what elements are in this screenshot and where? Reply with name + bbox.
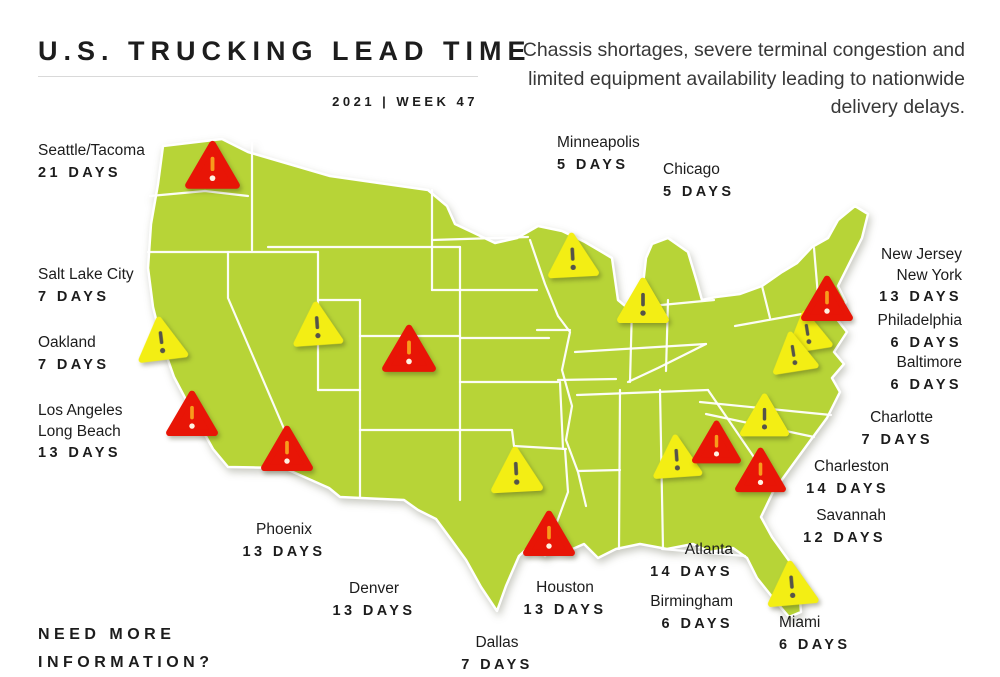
lead-time-days: 13 DAYS: [38, 445, 121, 461]
warning-icon-minneapolis: [544, 229, 599, 279]
warning-icon-salt-lake-city: [289, 297, 344, 347]
warning-icon-oakland: [132, 311, 189, 364]
city-label-new-jersey-new-york: New Jersey New York 13 DAYS: [879, 245, 962, 308]
city-name: Miami: [779, 614, 821, 631]
city-name: Birmingham: [650, 593, 733, 610]
lead-time-days: 7 DAYS: [861, 431, 933, 448]
city-label-atlanta: Atlanta 14 DAYS: [650, 540, 733, 582]
lead-time-days: 7 DAYS: [38, 356, 110, 373]
city-name: Charlotte: [870, 409, 933, 426]
warning-icon-baltimore: [766, 326, 820, 376]
city-label-denver: Denver 13 DAYS: [333, 579, 416, 621]
city-label-houston: Houston 13 DAYS: [524, 578, 607, 620]
warning-icon-los-angeles-long-beach: [165, 388, 219, 437]
city-name: Baltimore: [896, 354, 962, 371]
city-name: Minneapolis: [557, 134, 640, 151]
city-name: New York: [896, 266, 962, 284]
city-label-philadelphia: Philadelphia 6 DAYS: [878, 311, 962, 353]
city-name: Seattle/Tacoma: [38, 142, 145, 159]
city-label-los-angeles-long-beach: Los Angeles Long Beach 13 DAYS: [38, 401, 122, 464]
lead-time-days: 5 DAYS: [557, 156, 629, 173]
warning-icon-miami: [763, 556, 820, 608]
city-name: Oakland: [38, 334, 96, 351]
lead-time-days: 21 DAYS: [38, 164, 121, 181]
city-label-phoenix: Phoenix 13 DAYS: [243, 520, 326, 562]
warning-icon-houston: [522, 508, 576, 557]
city-name: Charleston: [814, 458, 889, 475]
city-name: Savannah: [816, 507, 886, 524]
city-name: Houston: [536, 579, 594, 596]
city-label-charlotte: Charlotte 7 DAYS: [862, 408, 933, 450]
cta-line-2: INFORMATION?: [38, 654, 214, 671]
lead-time-days: 13 DAYS: [523, 601, 607, 618]
lead-time-days: 6 DAYS: [661, 615, 733, 632]
title-divider: [38, 76, 478, 77]
city-label-dallas: Dallas 7 DAYS: [461, 633, 532, 675]
city-name: Atlanta: [684, 541, 733, 558]
warning-icon-charleston: [734, 445, 787, 493]
warning-icon-chicago: [616, 275, 670, 324]
city-label-salt-lake-city: Salt Lake City 7 DAYS: [38, 265, 134, 307]
page-title: U.S. TRUCKING LEAD TIME: [38, 36, 532, 66]
lead-time-days: 12 DAYS: [803, 529, 886, 546]
warning-icon-birmingham: [649, 430, 703, 479]
city-label-baltimore: Baltimore 6 DAYS: [891, 353, 962, 395]
warning-icon-denver: [381, 322, 437, 372]
city-name: Philadelphia: [877, 312, 962, 329]
city-label-minneapolis: Minneapolis 5 DAYS: [557, 133, 640, 175]
lead-time-days: 6 DAYS: [779, 636, 851, 653]
city-name: Los Angeles: [38, 402, 123, 419]
lead-time-days: 14 DAYS: [806, 480, 889, 497]
lead-time-days: 13 DAYS: [879, 289, 962, 305]
city-name: Dallas: [475, 634, 519, 651]
city-name: New Jersey: [881, 246, 962, 263]
headline-description: Chassis shortages, severe terminal conge…: [522, 39, 965, 118]
city-name: Phoenix: [255, 521, 313, 538]
city-label-seattle-tacoma: Seattle/Tacoma 21 DAYS: [38, 141, 145, 183]
lead-time-days: 5 DAYS: [663, 183, 735, 200]
city-name: Denver: [349, 580, 399, 597]
city-label-savannah: Savannah 12 DAYS: [803, 506, 886, 548]
lead-time-days: 6 DAYS: [890, 334, 962, 351]
city-label-birmingham: Birmingham 6 DAYS: [650, 592, 733, 634]
lead-time-days: 14 DAYS: [650, 563, 733, 580]
lead-time-days: 7 DAYS: [38, 288, 110, 305]
warning-icon-dallas: [488, 442, 544, 493]
lead-time-days: 6 DAYS: [890, 376, 962, 393]
cta-line-1: NEED MORE: [38, 626, 176, 643]
warning-icon-philadelphia: [780, 305, 834, 355]
period-label: 2021 | WEEK 47: [332, 94, 478, 109]
lead-time-days: 13 DAYS: [332, 602, 416, 619]
lead-time-days: 13 DAYS: [242, 543, 326, 560]
warning-icon-atlanta: [691, 418, 742, 464]
warning-icon-new-jersey-new-york: [800, 273, 854, 322]
city-label-charleston: Charleston 14 DAYS: [806, 457, 889, 499]
city-name: Long Beach: [38, 422, 121, 440]
warning-icon-seattle-tacoma: [184, 138, 241, 190]
lead-time-days: 7 DAYS: [461, 656, 533, 673]
warning-icon-charlotte: [739, 391, 790, 437]
cta-need-more-information: NEED MORE INFORMATION?: [38, 621, 213, 677]
city-name: Salt Lake City: [38, 266, 134, 283]
warning-icon-phoenix: [260, 423, 314, 472]
city-label-oakland: Oakland 7 DAYS: [38, 333, 109, 375]
city-label-chicago: Chicago 5 DAYS: [663, 160, 734, 202]
city-label-miami: Miami 6 DAYS: [779, 613, 850, 655]
city-name: Chicago: [663, 161, 720, 178]
